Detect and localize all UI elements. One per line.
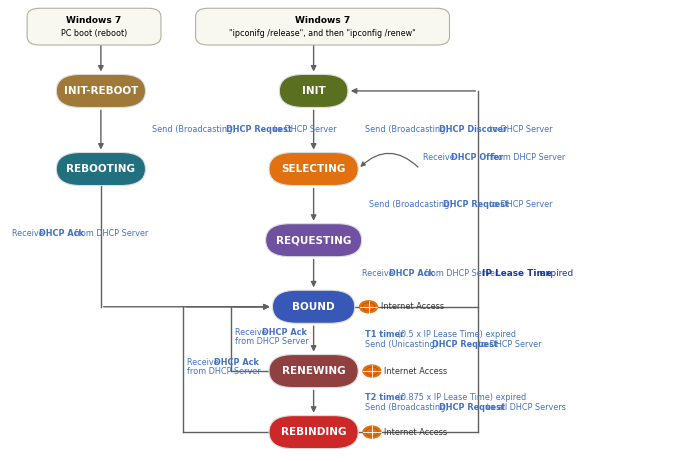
FancyBboxPatch shape [269,416,358,449]
Text: T2 timer: T2 timer [365,393,404,401]
Text: "ipconifg /release", and then "ipconfig /renew": "ipconifg /release", and then "ipconfig … [229,29,416,37]
FancyBboxPatch shape [27,8,161,45]
Text: DHCP Ack: DHCP Ack [389,269,434,278]
FancyBboxPatch shape [272,290,355,323]
Text: T1 timer: T1 timer [365,330,404,339]
Text: from DHCP Server: from DHCP Server [187,367,260,376]
Text: DHCP Ack: DHCP Ack [214,358,259,367]
Text: SELECTING: SELECTING [281,164,346,174]
Text: Send (Broadcasting): Send (Broadcasting) [365,402,451,412]
FancyBboxPatch shape [196,8,449,45]
Text: REBINDING: REBINDING [281,427,347,437]
Text: DHCP Request: DHCP Request [439,402,505,412]
Text: DHCP Ack: DHCP Ack [262,328,307,336]
Text: DHCP Request: DHCP Request [431,340,497,349]
Text: DHCP Discover: DHCP Discover [439,126,507,134]
Text: Receive: Receive [187,358,221,367]
Circle shape [360,301,378,313]
FancyBboxPatch shape [265,224,362,257]
Text: from DHCP Server: from DHCP Server [489,153,565,162]
Circle shape [363,365,381,377]
Text: REBOOTING: REBOOTING [66,164,136,174]
Text: INIT: INIT [302,86,325,96]
FancyBboxPatch shape [269,354,358,388]
Text: DHCP Request: DHCP Request [227,126,292,134]
Text: expired: expired [537,269,573,278]
Text: Internet Access: Internet Access [384,366,447,376]
Text: to DHCP Server: to DHCP Server [271,126,336,134]
Text: DHCP Ack: DHCP Ack [39,229,84,238]
Text: from DHCP Server: from DHCP Server [422,269,498,278]
Text: INIT-REBOOT: INIT-REBOOT [63,86,138,96]
Text: REQUESTING: REQUESTING [276,235,351,245]
Text: DHCP Request: DHCP Request [442,200,508,209]
Text: Receive: Receive [12,229,46,238]
Text: to DHCP Server: to DHCP Server [487,126,553,134]
Text: BOUND: BOUND [292,302,335,312]
Text: IP Lease Time: IP Lease Time [482,269,552,278]
Text: PC boot (reboot): PC boot (reboot) [61,29,127,37]
Text: (0.5 x IP Lease Time) expired: (0.5 x IP Lease Time) expired [395,330,516,339]
Text: Windows 7: Windows 7 [66,16,122,25]
Text: Send (Broadcasting): Send (Broadcasting) [369,200,455,209]
Text: Send (Broadcasting): Send (Broadcasting) [365,126,451,134]
Text: from DHCP Server: from DHCP Server [235,337,309,346]
Text: Receive: Receive [235,328,269,336]
Text: (0.875 x IP Lease Time) expired: (0.875 x IP Lease Time) expired [395,393,526,401]
Circle shape [363,426,381,438]
Text: from DHCP Server: from DHCP Server [72,229,148,238]
Text: Send (Broadcasting): Send (Broadcasting) [152,126,238,134]
Text: RENEWING: RENEWING [282,366,345,376]
Text: Internet Access: Internet Access [381,302,444,311]
Text: Internet Access: Internet Access [384,428,447,437]
FancyBboxPatch shape [56,152,145,186]
Text: Receive: Receive [362,269,396,278]
FancyBboxPatch shape [279,74,348,108]
Text: DHCP Offer: DHCP Offer [451,153,503,162]
Text: Send (Unicasting): Send (Unicasting) [365,340,441,349]
FancyBboxPatch shape [56,74,145,108]
Text: Windows 7: Windows 7 [295,16,350,25]
Text: Receive: Receive [424,153,457,162]
Text: to all DHCP Servers: to all DHCP Servers [484,402,566,412]
Text: to DHCP Server: to DHCP Server [476,340,542,349]
Text: to DHCP Server: to DHCP Server [487,200,553,209]
FancyBboxPatch shape [269,152,358,186]
